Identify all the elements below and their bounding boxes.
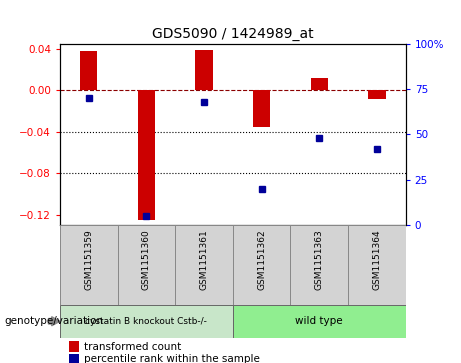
Text: wild type: wild type [296, 316, 343, 326]
Text: percentile rank within the sample: percentile rank within the sample [84, 354, 260, 363]
Title: GDS5090 / 1424989_at: GDS5090 / 1424989_at [152, 27, 313, 41]
Bar [233, 225, 290, 305]
Bar [253, 90, 270, 127]
Bar [60, 305, 233, 338]
Bar [233, 305, 406, 338]
Text: cystatin B knockout Cstb-/-: cystatin B knockout Cstb-/- [85, 317, 207, 326]
Bar [175, 225, 233, 305]
Bar [368, 90, 385, 98]
Text: transformed count: transformed count [84, 342, 181, 352]
Bar [348, 225, 406, 305]
Bar [195, 50, 213, 90]
Text: GSM1151364: GSM1151364 [372, 229, 381, 290]
Bar [290, 225, 348, 305]
Bar [311, 78, 328, 90]
Text: genotype/variation: genotype/variation [5, 316, 104, 326]
Bar [80, 51, 97, 90]
Text: GSM1151363: GSM1151363 [315, 229, 324, 290]
Bar [60, 225, 118, 305]
Text: GSM1151360: GSM1151360 [142, 229, 151, 290]
Text: GSM1151362: GSM1151362 [257, 229, 266, 290]
Bar [138, 90, 155, 220]
Bar [118, 225, 175, 305]
Text: GSM1151361: GSM1151361 [200, 229, 208, 290]
Text: GSM1151359: GSM1151359 [84, 229, 93, 290]
